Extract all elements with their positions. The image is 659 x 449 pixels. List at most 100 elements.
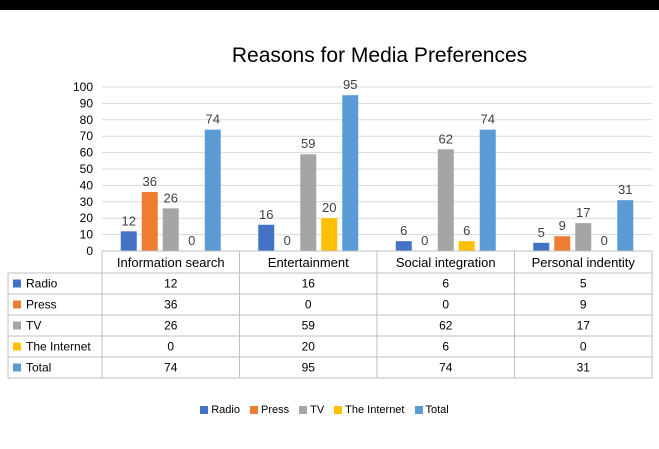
data-label: 59 (301, 136, 315, 151)
table-cell: 0 (580, 340, 587, 354)
row-label: Press (26, 298, 57, 312)
bar-press (554, 236, 571, 251)
data-label: 0 (284, 233, 291, 248)
legend-key (13, 321, 21, 330)
data-label: 0 (421, 233, 428, 248)
legend-swatch (334, 406, 343, 414)
bar-tv (300, 154, 317, 251)
bar-tv (437, 149, 454, 251)
legend-label: The Internet (345, 404, 405, 416)
data-label: 9 (559, 218, 566, 233)
y-tick-label: 100 (73, 80, 93, 94)
table-cell: 0 (305, 298, 312, 312)
legend-swatch (200, 406, 209, 414)
legend-item: TV (299, 404, 324, 416)
data-label: 5 (538, 225, 545, 240)
table-cell: 95 (302, 361, 316, 375)
table-cell: 12 (164, 277, 178, 291)
data-label: 74 (481, 112, 495, 127)
y-tick-label: 90 (80, 96, 94, 110)
category-label: Information search (117, 255, 225, 270)
top-rule (0, 0, 659, 10)
legend-item: Radio (200, 404, 240, 416)
legend-label: Radio (211, 404, 240, 416)
data-label: 36 (143, 174, 157, 189)
row-label: The Internet (26, 340, 91, 354)
data-label: 6 (463, 223, 470, 238)
table-cell: 36 (164, 298, 178, 312)
legend-key (13, 300, 21, 309)
y-tick-label: 10 (80, 228, 94, 242)
table-cell: 62 (439, 319, 453, 333)
table-cell: 17 (577, 319, 591, 333)
data-label: 17 (576, 205, 590, 220)
table-cell: 0 (167, 340, 174, 354)
y-tick-label: 20 (80, 211, 94, 225)
category-label: Entertainment (268, 255, 349, 270)
y-tick-label: 30 (80, 195, 94, 209)
y-tick-label: 70 (80, 129, 94, 143)
table-cell: 59 (302, 319, 316, 333)
bar-radio (258, 224, 275, 251)
table-cell: 74 (439, 361, 453, 375)
data-label: 12 (122, 213, 136, 228)
bar-the-internet (321, 218, 338, 251)
data-label: 31 (618, 182, 632, 197)
legend-key (13, 279, 21, 288)
data-label: 6 (400, 223, 407, 238)
legend-item: Press (249, 404, 290, 416)
legend-swatch (299, 406, 308, 414)
legend-label: Total (425, 404, 449, 416)
legend-label: Press (260, 404, 290, 416)
table-cell: 74 (164, 361, 178, 375)
data-label: 0 (188, 233, 195, 248)
bar-radio (395, 241, 412, 251)
bar-total (617, 200, 634, 251)
row-label: Radio (26, 277, 58, 291)
table-cell: 20 (302, 340, 316, 354)
table-cell: 26 (164, 319, 178, 333)
table-cell: 16 (302, 277, 316, 291)
bar-tv (575, 223, 592, 251)
table-cell: 0 (442, 298, 449, 312)
legend-key (13, 342, 21, 351)
bar-press (141, 191, 158, 251)
data-label: 16 (259, 207, 273, 222)
chart-title: Reasons for Media Preferences (231, 44, 528, 67)
legend-swatch (249, 406, 258, 414)
data-label: 0 (601, 233, 608, 248)
bar-radio (533, 242, 550, 251)
data-label: 74 (206, 112, 220, 127)
y-tick-label: 60 (80, 146, 94, 160)
y-tick-label: 40 (80, 178, 94, 192)
category-label: Social integration (396, 255, 496, 270)
data-label: 62 (439, 131, 453, 146)
legend-swatch (414, 406, 423, 414)
row-label: Total (26, 361, 51, 375)
chart-area: 0102030405060708090100123626074160592095… (7, 77, 653, 379)
bar-total (342, 95, 359, 251)
data-label: 26 (164, 190, 178, 205)
y-tick-label: 80 (80, 113, 94, 127)
table-cell: 6 (442, 340, 449, 354)
legend-key (13, 363, 21, 372)
data-label: 95 (343, 77, 357, 92)
legend-label: TV (310, 404, 325, 416)
y-tick-label: 50 (80, 162, 94, 176)
data-label: 20 (322, 200, 336, 215)
category-label: Personal indentity (532, 255, 636, 270)
table-cell: 31 (577, 361, 591, 375)
bar-radio (120, 231, 137, 251)
bar-total (479, 129, 496, 251)
y-tick-label: 0 (86, 244, 93, 258)
legend-item: Total (414, 404, 449, 416)
bar-the-internet (458, 241, 475, 251)
table-cell: 5 (580, 277, 587, 291)
bar-total (204, 129, 221, 251)
legend: Radio Press TV The Internet Total (0, 404, 659, 416)
table-cell: 6 (442, 277, 449, 291)
legend-item: The Internet (334, 404, 405, 416)
bar-tv (162, 208, 179, 251)
row-label: TV (26, 319, 41, 333)
table-cell: 9 (580, 298, 587, 312)
